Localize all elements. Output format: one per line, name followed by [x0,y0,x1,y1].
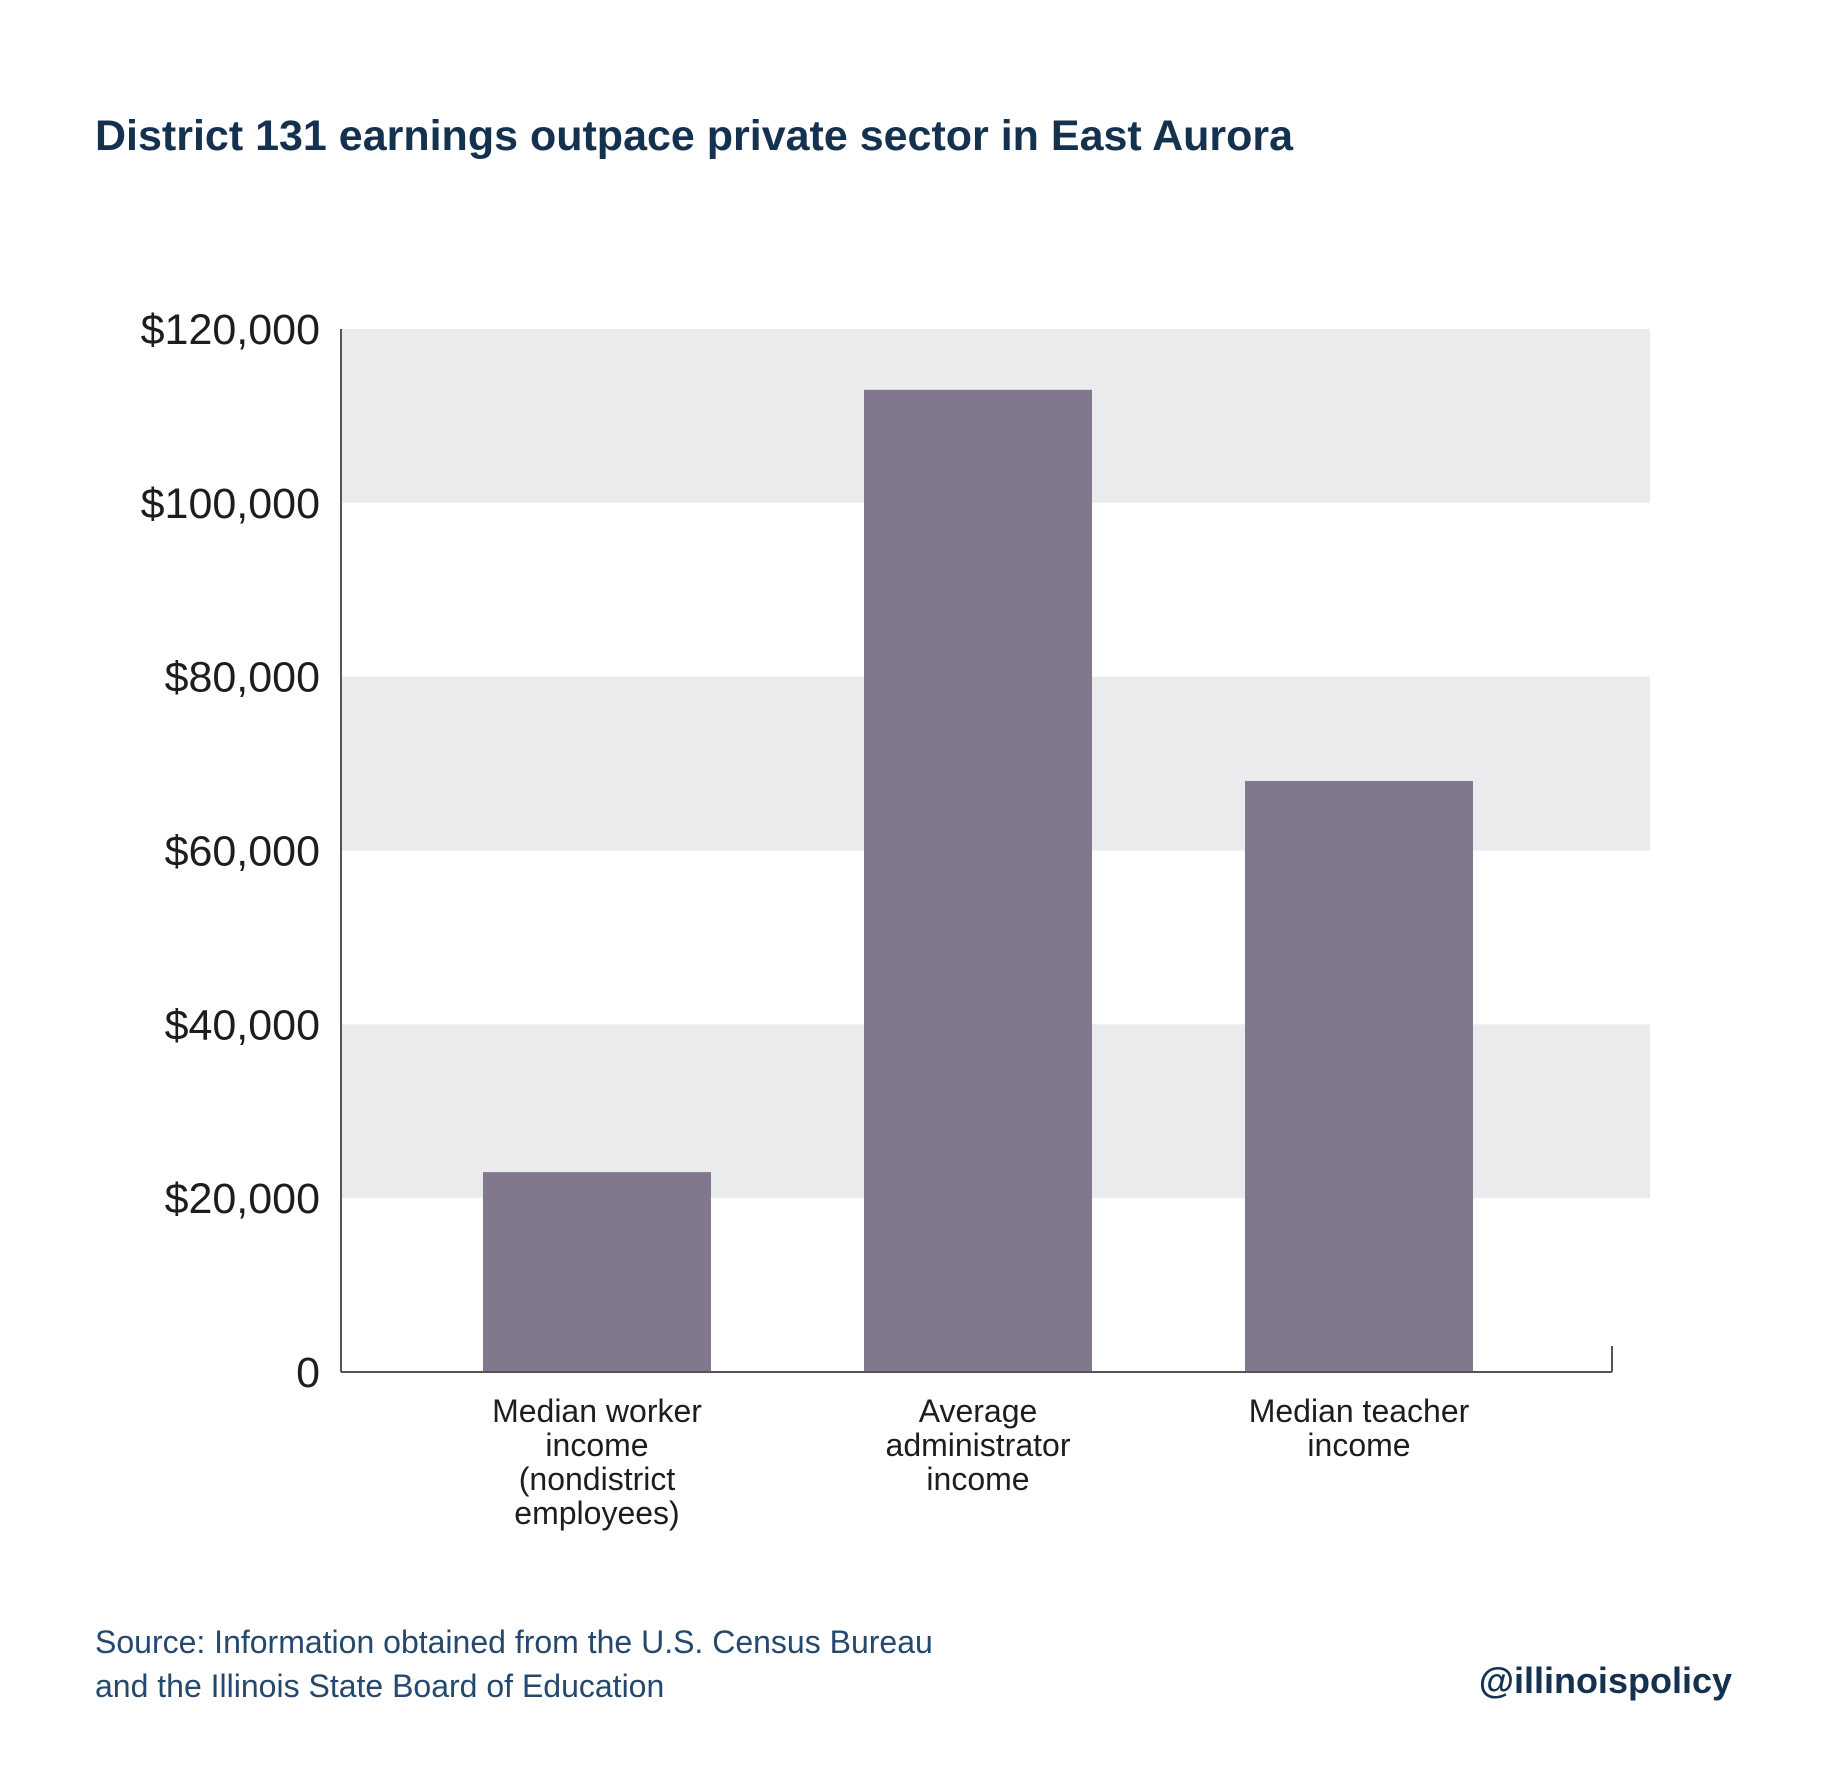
y-tick-label: $80,000 [165,654,320,702]
bars [483,389,1473,1372]
y-tick-label: $40,000 [165,1001,320,1049]
bar-chart: 0 $20,000 $40,000 $60,000 $80,000 $100,000 $12… [141,306,1650,1531]
chart-title: District 131 earnings outpace private se… [95,112,1294,160]
y-tick-label: $100,000 [141,480,320,528]
x-tick-label: Median teacher income [1249,1393,1470,1463]
x-tick-label: Median worker income (nondistrict employees… [492,1393,702,1531]
source-note: Source: Information obtained from the U.… [95,1624,933,1704]
y-tick-label: $60,000 [165,828,320,876]
x-axis-ticks: Median worker income (nondistrict employees… [492,1393,1470,1531]
y-tick-label: $120,000 [141,306,320,354]
bar [483,1172,711,1372]
y-axis-ticks: 0 $20,000 $40,000 $60,000 $80,000 $100,000 $12… [141,306,320,1397]
y-tick-label: $20,000 [165,1175,320,1223]
brand-handle: @illinoispolicy [1478,1660,1732,1701]
y-tick-label: 0 [296,1349,320,1397]
bar [864,389,1092,1372]
axes [340,329,1613,1373]
bar [1245,780,1473,1372]
x-tick-label: Average administrator income [886,1393,1071,1497]
